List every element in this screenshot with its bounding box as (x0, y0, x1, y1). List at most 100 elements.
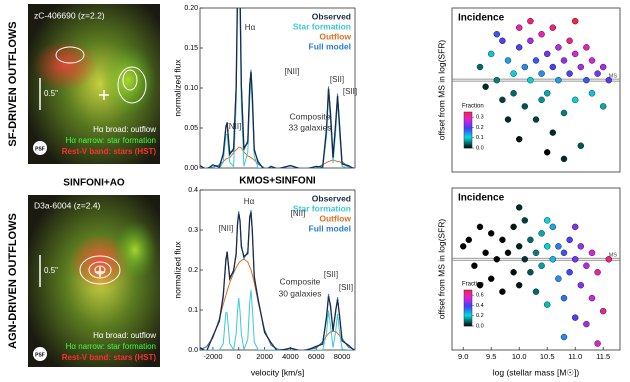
colorbar-segment (464, 113, 472, 116)
scatter-point (499, 96, 506, 104)
panel-title: Incidence (458, 193, 505, 204)
scatter-point (488, 275, 495, 282)
annotation: [NII] (219, 224, 234, 233)
y-tick-label: 0.00 (184, 165, 198, 172)
scatter-point (583, 44, 590, 51)
colorbar-segment (464, 315, 472, 318)
scatter-point (572, 96, 579, 104)
annotation: [SII] (343, 87, 357, 96)
colorbar-frame (463, 289, 473, 327)
annotation: Composite (290, 111, 331, 121)
colorbar-tick-label: 0.3 (476, 115, 484, 121)
colorbar-segment (464, 119, 472, 122)
scatter-point (594, 70, 601, 77)
colorbar-segment (464, 296, 472, 298)
scatter-point (583, 76, 590, 84)
colorbar-segment (464, 146, 472, 149)
y-tick-label: 0.2 (188, 267, 198, 274)
scatter-point (538, 70, 545, 77)
scatter-point (544, 243, 551, 250)
legend-entry: Full model (309, 223, 352, 233)
contour (88, 261, 112, 279)
scatter-point (577, 282, 584, 289)
psf-marker (33, 347, 47, 361)
scatter-point (510, 269, 517, 276)
contour (117, 66, 147, 104)
scatter-point (555, 76, 562, 84)
x-tick-label: 11.5 (596, 352, 610, 361)
colorbar-segment (464, 291, 472, 294)
scatter-point (544, 90, 551, 97)
scatter-point (527, 236, 534, 244)
colorbar-segment (464, 311, 472, 313)
scatter-point (527, 37, 534, 44)
scatter-point (544, 50, 551, 58)
y-tick-label: 0.15 (184, 45, 198, 52)
legend-entry: Star formation (293, 203, 351, 213)
legend-entry: Outflow (319, 213, 351, 223)
image-blob (113, 220, 157, 280)
scatter-point (499, 288, 506, 295)
x-tick-label: 6000 (308, 352, 325, 361)
image-legend: Hα narrow: star formation (66, 342, 156, 351)
scatter-point (572, 17, 579, 25)
scatter-point (521, 103, 528, 110)
scatter-point (560, 294, 568, 302)
scatter-point (516, 24, 523, 31)
colorbar-segment (464, 299, 472, 301)
contour (79, 255, 121, 285)
colorbar-segment (464, 134, 472, 137)
scatter-point (549, 129, 556, 136)
scatter-point (532, 288, 540, 295)
x-tick-label: 0 (237, 352, 241, 361)
series-line (200, 258, 355, 350)
scatter-point (560, 155, 568, 163)
scale-label: 0.5" (44, 89, 58, 98)
plot-frame (199, 7, 356, 169)
scatter-point (471, 262, 478, 269)
y-tick-label: 0.10 (184, 85, 198, 92)
colorbar-segment (464, 116, 472, 119)
scatter-point (560, 109, 568, 117)
x-axis-label: velocity [km/s] (251, 367, 304, 377)
scatter-point (566, 236, 573, 244)
colorbar-segment (464, 290, 472, 292)
colorbar-segment (464, 140, 472, 143)
colorbar-tick-label: 0.0 (476, 145, 484, 151)
panel-title: Incidence (458, 13, 505, 24)
scale-label: 0.5" (44, 266, 58, 275)
scatter-point (600, 307, 607, 315)
annotation: [SII] (330, 75, 344, 84)
scatter-point (588, 57, 596, 64)
colorbar-segment (464, 320, 472, 322)
scatter-point (488, 50, 495, 58)
scatter-point (549, 63, 556, 71)
psf-label: PSF (35, 352, 45, 358)
scatter-point (588, 294, 596, 302)
colorbar-segment (464, 143, 472, 146)
scatter-point (482, 249, 489, 257)
plot-frame (451, 187, 621, 351)
colorbar-segment (464, 317, 472, 319)
scatter-point (588, 249, 596, 257)
scatter-point (555, 44, 562, 51)
y-tick-label: 0.3 (188, 227, 198, 234)
y-axis-label: offset from MS in log(SFR) (436, 219, 446, 320)
scatter-point (577, 63, 584, 71)
scatter-point (594, 269, 601, 276)
colorbar-segment (464, 137, 472, 140)
scatter-point (476, 223, 484, 231)
colorbar-segment (464, 136, 472, 138)
x-tick-label: 4000 (282, 352, 299, 361)
colorbar-segment (464, 121, 472, 123)
scatter-point (482, 83, 489, 90)
image-legend: Hα broad: outflow (93, 331, 156, 340)
scatter-point (532, 57, 540, 64)
image-panel: zC-406690 (z=2.2) 0.5" PSF Hα broad: out… (28, 4, 160, 164)
center-cross (95, 267, 105, 277)
scatter-point (577, 243, 584, 250)
colorbar-frame (463, 111, 473, 149)
scatter-point (566, 269, 573, 276)
colorbar-segment (464, 128, 472, 131)
